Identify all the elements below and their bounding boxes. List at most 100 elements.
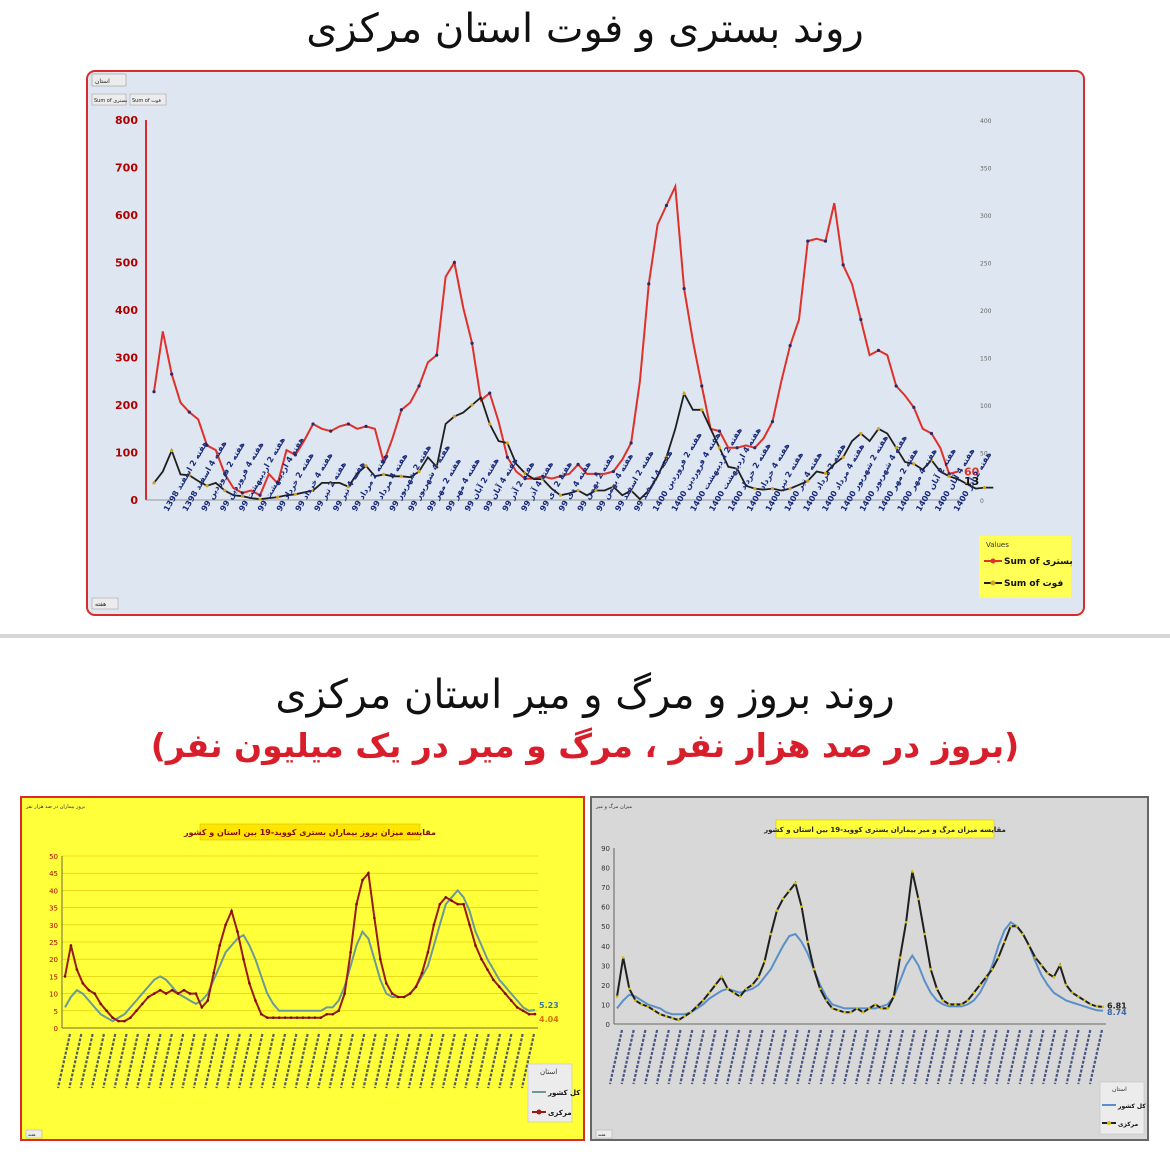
x-tick-mark xyxy=(90,1033,106,1089)
week-button-label: هفته xyxy=(598,1132,605,1137)
y-tick-label: 50 xyxy=(601,923,610,931)
provincial-point xyxy=(947,1003,951,1006)
y2-tick-label: 350 xyxy=(980,166,992,173)
provincial-point xyxy=(444,895,448,899)
provincial-point xyxy=(230,909,233,913)
death-point xyxy=(664,455,669,459)
provincial-end-label: 4.04 xyxy=(539,1015,559,1024)
death-point xyxy=(594,488,598,493)
provincial-point xyxy=(824,999,828,1002)
provincial-point xyxy=(200,1006,204,1009)
provincial-point xyxy=(474,944,477,947)
y-tick-label: 15 xyxy=(49,973,58,981)
provincial-point xyxy=(212,971,216,975)
legend: استان کل کشور مرکزی xyxy=(527,1063,581,1123)
provincial-point xyxy=(420,971,424,975)
y-tick-label: 80 xyxy=(601,865,610,873)
death-point xyxy=(293,492,297,496)
x-tick-mark xyxy=(878,1029,893,1085)
death-point xyxy=(488,422,492,426)
provincial-point xyxy=(283,1016,287,1019)
provincial-point xyxy=(935,987,939,991)
death-point xyxy=(505,441,510,445)
national-end-label: 6.81 xyxy=(1107,1002,1127,1011)
x-tick-mark xyxy=(1053,1029,1068,1085)
provincial-point xyxy=(486,968,489,971)
x-tick-mark xyxy=(283,1033,298,1089)
x-tick-mark xyxy=(396,1033,411,1089)
provincial-point xyxy=(242,957,245,961)
provincial-point xyxy=(1015,924,1019,928)
provincial-point xyxy=(319,1016,323,1019)
hosp-point xyxy=(505,455,510,459)
provincial-point xyxy=(1070,991,1074,995)
x-tick-mark xyxy=(1065,1029,1080,1085)
x-tick-mark xyxy=(1042,1029,1057,1085)
provincial-point xyxy=(521,1009,525,1013)
provincial-point xyxy=(1003,940,1006,944)
death-point xyxy=(523,471,527,475)
y-tick-label: 10 xyxy=(49,991,58,999)
y-tick-label: 0 xyxy=(130,494,138,507)
hosp-point xyxy=(187,410,191,414)
death-point xyxy=(576,488,580,493)
provincial-point xyxy=(1058,964,1062,967)
provincial-point xyxy=(689,1010,693,1014)
hosp-end-label: 60 xyxy=(964,466,980,479)
provincial-point xyxy=(990,967,994,971)
y-tick-label: 600 xyxy=(115,209,138,222)
week-button[interactable]: هفته xyxy=(25,1129,43,1139)
x-tick-mark xyxy=(520,1033,536,1089)
provincial-point xyxy=(781,897,785,901)
y-tick-label: 40 xyxy=(601,943,610,951)
x-tick-mark xyxy=(136,1033,151,1089)
provincial-point xyxy=(260,1012,263,1016)
provincial-point xyxy=(117,1019,120,1023)
provincial-point xyxy=(726,987,730,991)
provincial-point xyxy=(1101,1005,1105,1009)
death-point xyxy=(399,474,403,478)
death-point xyxy=(152,481,156,485)
provincial-point xyxy=(331,1012,335,1016)
y2-tick-label: 200 xyxy=(980,308,992,315)
provincial-point xyxy=(402,995,406,999)
x-tick-mark xyxy=(831,1029,846,1085)
hosp-point xyxy=(205,443,209,447)
death-point xyxy=(717,446,722,450)
legend-death: Sum of فوت xyxy=(1004,579,1063,589)
death-point xyxy=(205,484,209,488)
provincial-point xyxy=(123,1019,126,1023)
field-label: بروز بیماران در صد هزار نفر xyxy=(25,804,85,810)
provincial-point xyxy=(373,916,376,920)
filter-button[interactable]: استان xyxy=(91,73,127,87)
provincial-point xyxy=(664,1014,668,1018)
week-button[interactable]: هفته xyxy=(91,597,119,610)
x-tick-mark xyxy=(737,1029,752,1085)
hosp-point xyxy=(894,384,898,388)
death-point xyxy=(187,473,191,477)
y-tick-label: 70 xyxy=(601,884,610,892)
week-button[interactable]: هفته xyxy=(595,1129,613,1139)
provincial-point xyxy=(751,983,754,987)
death-point xyxy=(417,469,421,474)
provincial-point xyxy=(194,992,198,995)
field-buttons: Sum of بستری Sum of فوت xyxy=(91,93,167,106)
provincial-point xyxy=(498,985,501,989)
hosp-point xyxy=(346,422,350,426)
x-tick-mark xyxy=(237,1033,253,1089)
provincial-point xyxy=(818,987,822,991)
hosp-point xyxy=(258,493,262,497)
provincial-point xyxy=(307,1016,311,1019)
provincial-point xyxy=(533,1012,537,1016)
y-tick-label: 35 xyxy=(49,905,58,913)
provincial-point xyxy=(628,987,631,991)
x-tick-mark xyxy=(475,1033,490,1089)
provincial-point xyxy=(69,944,73,947)
x-tick-mark xyxy=(1030,1029,1045,1085)
x-tick-mark xyxy=(936,1029,951,1085)
y2-tick-label: 0 xyxy=(980,498,984,505)
death-point xyxy=(982,486,987,490)
x-tick-mark xyxy=(995,1029,1010,1085)
death-point xyxy=(647,488,651,493)
provincial-point xyxy=(265,1016,269,1019)
